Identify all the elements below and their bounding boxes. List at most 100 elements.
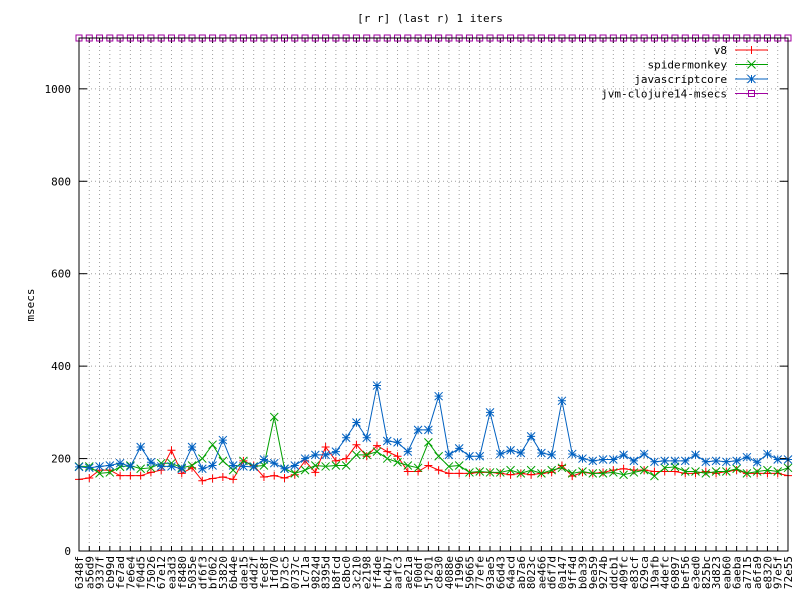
- x-tick-label: 66d43: [494, 556, 507, 589]
- x-tick-label: 64acd: [505, 556, 518, 589]
- y-tick-label: 0: [64, 545, 71, 558]
- point-star: [598, 455, 608, 464]
- point-cross: [321, 462, 330, 471]
- x-tick-label: dae15: [237, 556, 250, 589]
- point-star: [639, 449, 649, 459]
- point-star: [290, 461, 300, 470]
- point-star: [629, 456, 639, 466]
- x-tick-label: 9274b: [597, 556, 610, 589]
- x-tick-label: df6f3: [196, 556, 209, 589]
- point-cross: [660, 463, 670, 473]
- point-plus: [475, 468, 484, 477]
- point-plus: [218, 473, 227, 482]
- series-line: [78, 385, 788, 470]
- point-cross: [269, 412, 279, 422]
- point-star: [747, 74, 756, 84]
- point-star: [424, 425, 433, 435]
- point-cross: [136, 464, 146, 474]
- point-cross: [588, 469, 598, 478]
- point-cross: [691, 467, 700, 476]
- x-tick-label: e8320: [761, 556, 774, 589]
- x-tick-label: d6f7d: [546, 556, 559, 589]
- point-star: [84, 463, 94, 473]
- point-star: [670, 456, 680, 466]
- point-plus: [311, 468, 320, 477]
- point-cross: [526, 465, 536, 475]
- point-plus: [208, 474, 217, 483]
- point-star: [465, 451, 474, 461]
- point-star: [146, 457, 156, 467]
- point-plus: [599, 468, 608, 477]
- point-plus: [747, 46, 756, 54]
- point-cross: [300, 465, 310, 475]
- point-plus: [331, 456, 340, 465]
- x-tick-label: 1fd70: [268, 556, 281, 589]
- legend-label: spidermonkey: [648, 59, 728, 72]
- point-star: [310, 450, 320, 460]
- x-tick-label: 19afb: [648, 556, 661, 589]
- x-tick-label: 5035e: [186, 556, 199, 589]
- x-tick-label: f1996: [453, 556, 466, 589]
- x-tick-label: 825bc: [700, 556, 713, 589]
- point-cross: [567, 469, 577, 478]
- y-tick-label: 400: [51, 360, 71, 373]
- point-cross: [95, 469, 104, 478]
- point-star: [578, 454, 587, 463]
- point-plus: [126, 471, 135, 480]
- chart-title: [r r] (last r) 1 iters: [357, 12, 503, 25]
- point-plus: [506, 470, 515, 479]
- point-star: [403, 447, 413, 456]
- point-cross: [752, 467, 762, 476]
- point-star: [495, 449, 505, 459]
- x-tick-label: 77efe: [474, 556, 487, 589]
- x-tick-label: 8395d: [320, 556, 333, 589]
- point-star: [269, 458, 279, 468]
- point-star: [259, 455, 269, 464]
- x-tick-label: a6fa9: [751, 556, 764, 589]
- x-tick-label: f04d5: [135, 556, 148, 589]
- x-tick-label: e3ed0: [690, 556, 703, 589]
- point-cross: [701, 469, 711, 478]
- point-star: [721, 457, 731, 467]
- point-star: [691, 450, 700, 460]
- point-cross: [341, 461, 351, 470]
- point-cross: [747, 60, 756, 69]
- x-tick-label: ddcb1: [607, 556, 620, 589]
- point-cross: [208, 440, 217, 450]
- point-cross: [362, 450, 372, 460]
- point-plus: [290, 470, 299, 479]
- x-tick-label: 0a147: [556, 556, 569, 589]
- x-tick-label: 9337f: [94, 556, 107, 589]
- point-cross: [557, 463, 567, 473]
- point-cross: [578, 467, 587, 476]
- point-cross: [619, 470, 628, 480]
- x-tick-label: 6aeba: [731, 556, 744, 589]
- x-tick-label: ea3d3: [165, 556, 178, 589]
- point-plus: [85, 473, 94, 482]
- x-tick-label: e2198: [361, 556, 374, 589]
- point-cross: [732, 464, 741, 474]
- point-plus: [496, 469, 505, 478]
- x-tick-label: c8e30: [433, 556, 446, 589]
- point-cross: [218, 456, 228, 466]
- plot-frame: [78, 37, 789, 552]
- x-tick-label: f00df: [412, 556, 425, 589]
- x-tick-label: ae466: [535, 556, 548, 589]
- point-plus: [670, 467, 679, 476]
- point-star: [300, 454, 310, 463]
- grid-lines: [78, 38, 789, 551]
- point-star: [619, 450, 628, 460]
- y-tick-label: 200: [51, 453, 71, 466]
- point-cross: [393, 457, 402, 467]
- point-star: [105, 461, 115, 470]
- point-plus: [270, 471, 279, 480]
- point-star: [567, 449, 577, 459]
- point-plus: [681, 469, 690, 478]
- point-cross: [629, 468, 639, 477]
- point-plus: [660, 467, 669, 476]
- x-tick-label: 1c71a: [299, 556, 312, 589]
- point-star: [362, 433, 372, 443]
- point-plus: [393, 452, 402, 461]
- point-star: [321, 450, 330, 460]
